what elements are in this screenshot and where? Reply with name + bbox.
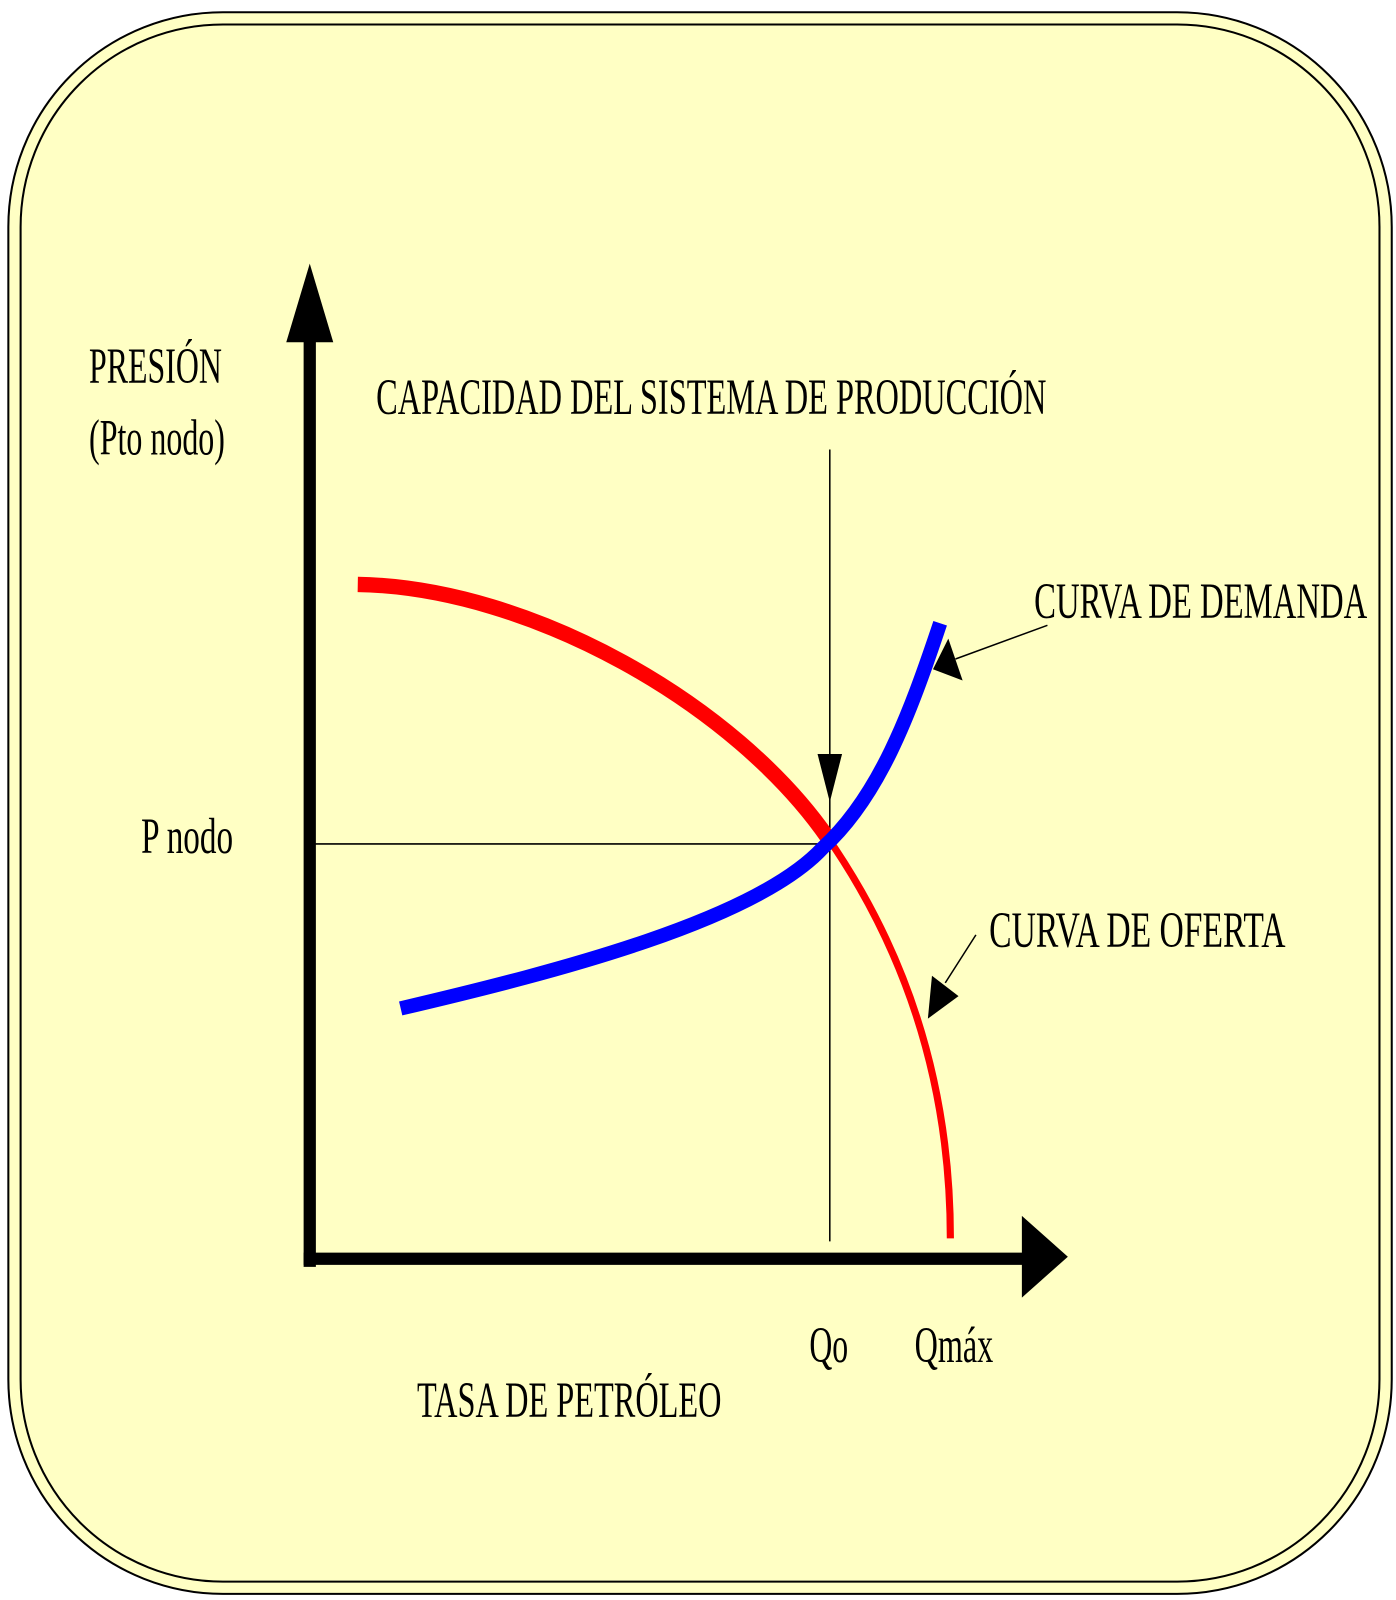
inner-frame xyxy=(19,23,1381,1583)
qo-label: Qo xyxy=(809,1317,848,1374)
supply-label: CURVA DE OFERTA xyxy=(989,902,1285,959)
y-axis-label: (Pto nodo) xyxy=(89,410,225,467)
demand-curve xyxy=(399,620,947,1016)
supply-curve xyxy=(822,832,954,1239)
supply-curve xyxy=(357,576,835,843)
y-axis-arrow xyxy=(286,263,334,343)
supply-pointer xyxy=(944,934,977,984)
supply-pointer-head xyxy=(927,975,959,1019)
demand-label: CURVA DE DEMANDA xyxy=(1034,573,1367,630)
qmax-label: Qmáx xyxy=(915,1317,994,1374)
outer-frame xyxy=(7,11,1393,1595)
x-axis-label: TASA DE PETRÓLEO xyxy=(417,1372,721,1429)
x-axis-arrow xyxy=(1021,1215,1068,1298)
y-axis-label: PRESIÓN xyxy=(89,338,222,395)
demand-pointer-head xyxy=(932,638,963,681)
capacity-label: CAPACIDAD DEL SISTEMA DE PRODUCCIÓN xyxy=(376,369,1046,426)
capacity-arrow xyxy=(817,754,843,803)
pnode-label: P nodo xyxy=(141,808,233,865)
demand-pointer xyxy=(955,624,1048,660)
